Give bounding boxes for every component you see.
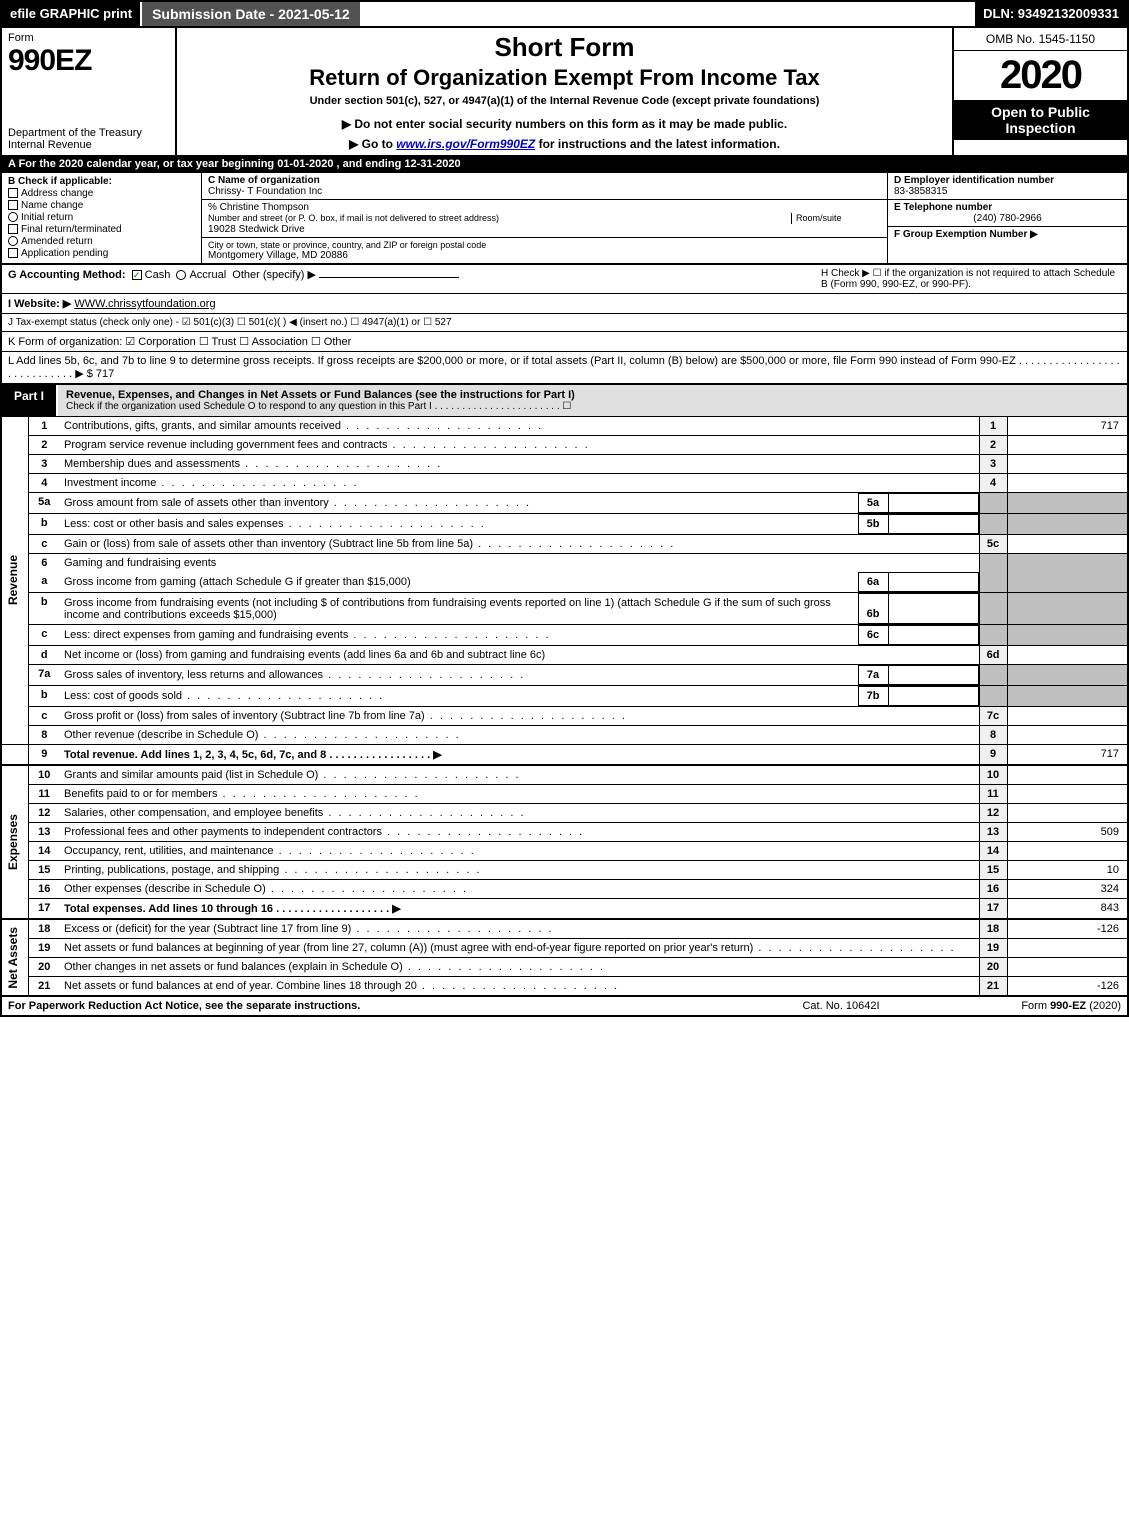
line-7a-sub: [888, 666, 978, 685]
irs-link[interactable]: www.irs.gov/Form990EZ: [396, 137, 535, 151]
part-1-lines: Revenue 1 Contributions, gifts, grants, …: [0, 417, 1129, 996]
line-14-amount: [1007, 842, 1127, 861]
line-7b-sub: [888, 687, 978, 706]
chk-amended-return[interactable]: Amended return: [8, 236, 195, 247]
line-20-amount: [1007, 958, 1127, 977]
org-name: Chrissy- T Foundation Inc: [208, 186, 881, 197]
header-left: Form 990EZ Department of the Treasury In…: [2, 28, 177, 155]
open-to-public: Open to Public Inspection: [954, 100, 1127, 140]
line-10-amount: [1007, 765, 1127, 785]
care-of: % Christine Thompson: [208, 202, 881, 213]
room-label: Room/suite: [791, 213, 881, 224]
cat-number: Cat. No. 10642I: [741, 1000, 941, 1012]
line-1-amount: 717: [1007, 417, 1127, 436]
info-block: B Check if applicable: Address change Na…: [0, 173, 1129, 265]
ein-value: 83-3858315: [894, 186, 1121, 197]
part-1-header: Part I Revenue, Expenses, and Changes in…: [0, 385, 1129, 417]
row-g-h: G Accounting Method: Cash Accrual Other …: [0, 265, 1129, 294]
street-address: 19028 Stedwick Drive: [208, 224, 881, 235]
row-i-website: I Website: ▶ WWW.chrissytfoundation.org: [0, 294, 1129, 314]
part-1-title: Revenue, Expenses, and Changes in Net As…: [56, 385, 1127, 416]
tax-year: 2020: [954, 51, 1127, 100]
line-8-amount: [1007, 726, 1127, 745]
city-label: City or town, state or province, country…: [208, 240, 881, 250]
box-b: B Check if applicable: Address change Na…: [2, 173, 202, 263]
row-j-tax-exempt: J Tax-exempt status (check only one) - ☑…: [0, 314, 1129, 332]
line-5a-sub: [888, 494, 978, 513]
form-number: 990EZ: [8, 44, 169, 78]
line-6b-sub: [888, 594, 978, 624]
expenses-side-label: Expenses: [6, 814, 20, 870]
paperwork-notice: For Paperwork Reduction Act Notice, see …: [8, 1000, 741, 1012]
department-label: Department of the Treasury Internal Reve…: [8, 127, 169, 151]
box-b-label: B Check if applicable:: [8, 176, 195, 187]
line-11-amount: [1007, 785, 1127, 804]
form-word: Form: [8, 32, 169, 44]
line-2-amount: [1007, 436, 1127, 455]
city-state-zip: Montgomery Village, MD 20886: [208, 250, 881, 261]
line-15-amount: 10: [1007, 861, 1127, 880]
line-5c-amount: [1007, 535, 1127, 554]
line-6d-amount: [1007, 646, 1127, 665]
part-1-tab: Part I: [2, 385, 56, 416]
top-bar: efile GRAPHIC print Submission Date - 20…: [0, 0, 1129, 28]
website-url[interactable]: WWW.chrissytfoundation.org: [74, 298, 215, 310]
header-mid: Short Form Return of Organization Exempt…: [177, 28, 952, 155]
line-7c-amount: [1007, 707, 1127, 726]
line-6c-sub: [888, 626, 978, 645]
chk-accrual[interactable]: [176, 270, 186, 280]
line-19-amount: [1007, 939, 1127, 958]
revenue-side-label: Revenue: [6, 555, 20, 605]
line-5b-sub: [888, 515, 978, 534]
org-name-label: C Name of organization: [208, 175, 881, 186]
other-method-input[interactable]: [319, 277, 459, 278]
line-9-amount: 717: [1007, 745, 1127, 766]
chk-cash[interactable]: [132, 270, 142, 280]
dln-label: DLN: 93492132009331: [975, 2, 1127, 26]
row-l-gross-receipts: L Add lines 5b, 6c, and 7b to line 9 to …: [0, 352, 1129, 385]
chk-address-change[interactable]: Address change: [8, 188, 195, 199]
row-k-form-org: K Form of organization: ☑ Corporation ☐ …: [0, 332, 1129, 352]
row-a-tax-year: A For the 2020 calendar year, or tax yea…: [0, 155, 1129, 173]
form-ref: Form 990-EZ (2020): [941, 1000, 1121, 1012]
line-18-amount: -126: [1007, 919, 1127, 939]
chk-application-pending[interactable]: Application pending: [8, 248, 195, 259]
page-footer: For Paperwork Reduction Act Notice, see …: [0, 996, 1129, 1017]
line-21-amount: -126: [1007, 977, 1127, 996]
form-header: Form 990EZ Department of the Treasury In…: [0, 28, 1129, 155]
ein-label: D Employer identification number: [894, 175, 1121, 186]
chk-final-return[interactable]: Final return/terminated: [8, 224, 195, 235]
line-3-amount: [1007, 455, 1127, 474]
line-4-amount: [1007, 474, 1127, 493]
chk-initial-return[interactable]: Initial return: [8, 212, 195, 223]
box-d-e-f: D Employer identification number 83-3858…: [887, 173, 1127, 263]
line-16-amount: 324: [1007, 880, 1127, 899]
line-13-amount: 509: [1007, 823, 1127, 842]
group-exemption-label: F Group Exemption Number ▶: [894, 229, 1121, 240]
under-section: Under section 501(c), 527, or 4947(a)(1)…: [185, 95, 944, 107]
box-c: C Name of organization Chrissy- T Founda…: [202, 173, 887, 263]
submission-date: Submission Date - 2021-05-12: [140, 2, 360, 26]
street-label: Number and street (or P. O. box, if mail…: [208, 213, 499, 223]
short-form-title: Short Form: [185, 32, 944, 63]
accounting-method-label: G Accounting Method:: [8, 269, 126, 281]
line-12-amount: [1007, 804, 1127, 823]
go-to-link-row: ▶ Go to www.irs.gov/Form990EZ for instru…: [185, 137, 944, 151]
omb-number: OMB No. 1545-1150: [954, 28, 1127, 51]
box-h: H Check ▶ ☐ if the organization is not r…: [821, 268, 1121, 290]
return-title: Return of Organization Exempt From Incom…: [185, 65, 944, 91]
netassets-side-label: Net Assets: [6, 927, 20, 989]
tel-value: (240) 780-2966: [894, 213, 1121, 224]
line-6a-sub: [888, 573, 978, 592]
efile-label: efile GRAPHIC print: [2, 2, 140, 26]
line-17-amount: 843: [1007, 899, 1127, 920]
header-right: OMB No. 1545-1150 2020 Open to Public In…: [952, 28, 1127, 155]
ssn-warning: ▶ Do not enter social security numbers o…: [185, 117, 944, 131]
tel-label: E Telephone number: [894, 202, 1121, 213]
chk-name-change[interactable]: Name change: [8, 200, 195, 211]
